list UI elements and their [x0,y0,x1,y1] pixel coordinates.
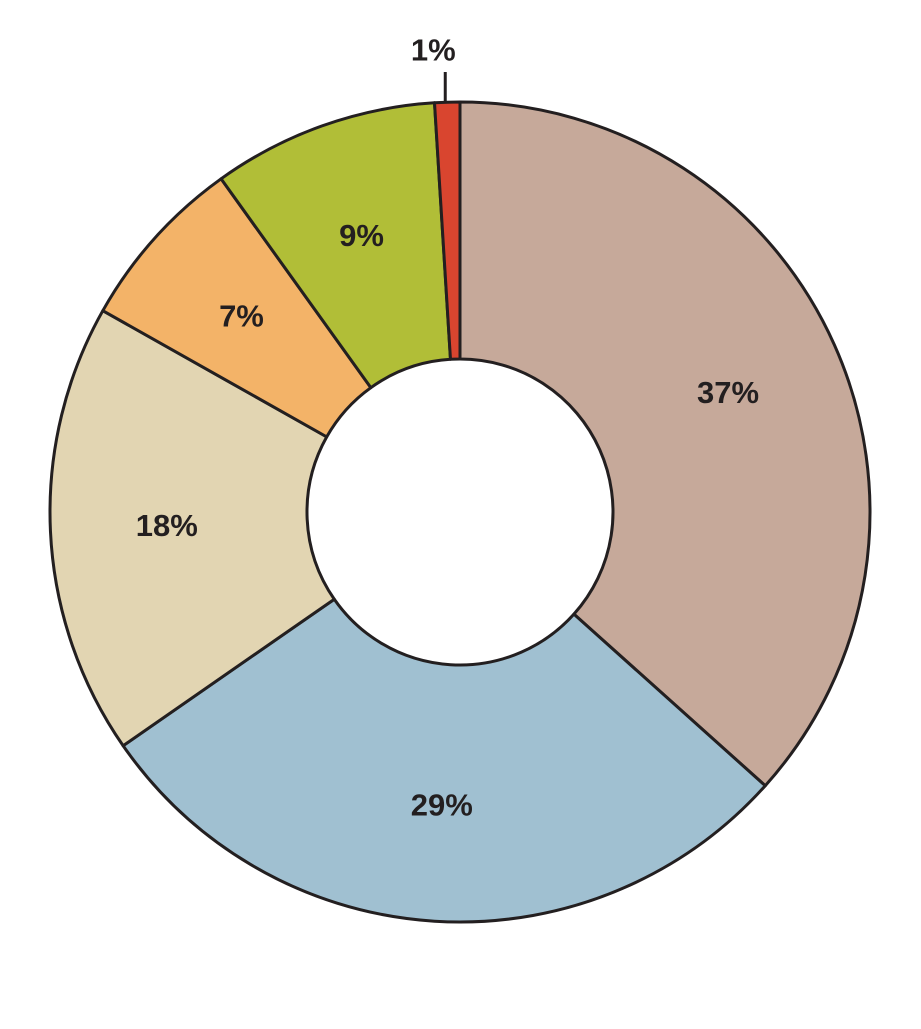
slices-layer [48,100,872,924]
slice-label: 7% [219,299,264,334]
slice-label: 9% [339,218,384,253]
donut-slice-9pct [219,101,452,390]
donut-slice-18pct [48,309,336,748]
donut-slice-1pct [433,100,462,361]
donut-slice-37pct [458,100,872,788]
labels-layer: 37% 29% 18% 7% 9% 1% [136,33,759,823]
slice-label: 1% [411,33,456,68]
slice-label: 29% [411,787,473,822]
slice-label: 37% [697,375,759,410]
donut-slice-29pct [121,597,767,924]
slice-label: 18% [136,508,198,543]
